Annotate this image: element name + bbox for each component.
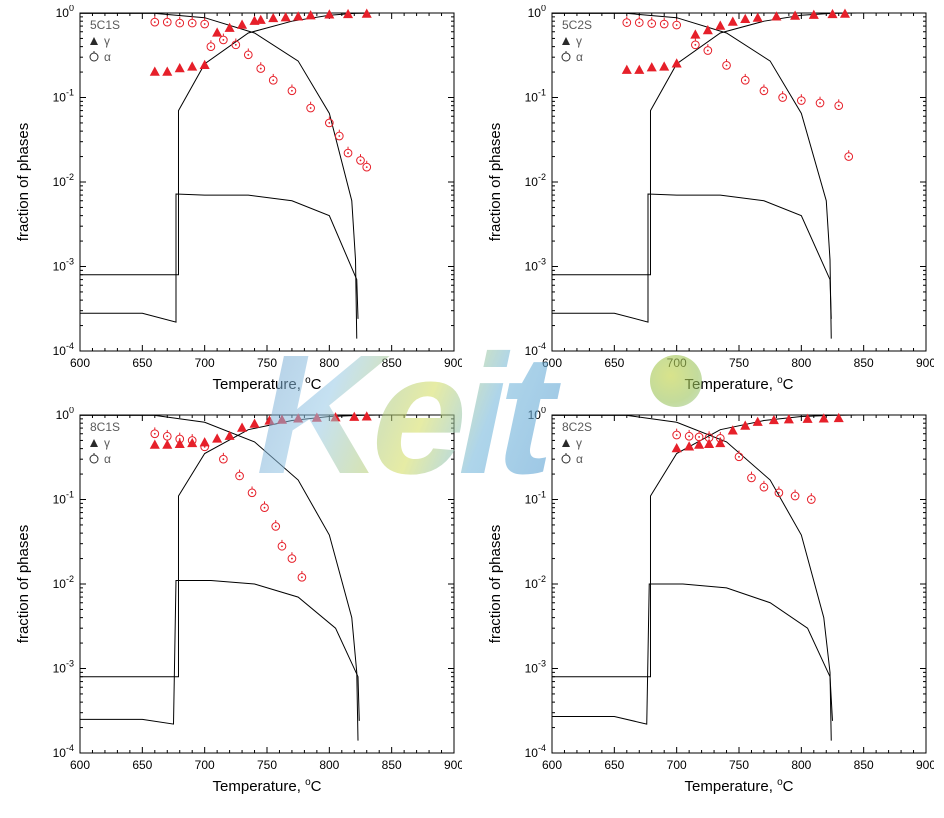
panel-8c2s: 60065070075080085090010-410-310-210-1100… (482, 407, 934, 805)
svg-text:800: 800 (791, 758, 811, 772)
svg-text:γ: γ (104, 436, 110, 450)
svg-text:γ: γ (576, 34, 582, 48)
svg-text:800: 800 (319, 758, 339, 772)
panel-grid: 60065070075080085090010-410-310-210-1100… (10, 5, 934, 805)
svg-text:100: 100 (56, 5, 74, 20)
svg-text:10-2: 10-2 (53, 172, 74, 189)
svg-text:650: 650 (604, 758, 624, 772)
svg-text:Temperature, oC: Temperature, oC (685, 777, 794, 795)
svg-text:10-2: 10-2 (525, 172, 546, 189)
svg-text:fraction of phases: fraction of phases (15, 123, 32, 241)
svg-text:650: 650 (132, 758, 152, 772)
chart-p11: 60065070075080085090010-410-310-210-1100… (482, 407, 934, 803)
svg-text:750: 750 (257, 758, 277, 772)
svg-text:800: 800 (791, 356, 811, 370)
svg-text:10-1: 10-1 (53, 88, 74, 105)
svg-text:900: 900 (444, 356, 462, 370)
svg-text:100: 100 (528, 407, 546, 422)
panel-8c1s: 60065070075080085090010-410-310-210-1100… (10, 407, 462, 805)
panel-5c2s: 60065070075080085090010-410-310-210-1100… (482, 5, 934, 403)
svg-text:5C2S: 5C2S (562, 18, 592, 32)
svg-text:600: 600 (542, 758, 562, 772)
svg-text:10-2: 10-2 (53, 574, 74, 591)
svg-text:fraction of phases: fraction of phases (487, 123, 504, 241)
panel-5c1s: 60065070075080085090010-410-310-210-1100… (10, 5, 462, 403)
svg-text:Temperature, oC: Temperature, oC (213, 375, 322, 393)
svg-text:700: 700 (667, 758, 687, 772)
svg-text:5C1S: 5C1S (90, 18, 120, 32)
svg-text:α: α (104, 50, 111, 64)
svg-text:750: 750 (729, 758, 749, 772)
chart-p00: 60065070075080085090010-410-310-210-1100… (10, 5, 462, 401)
svg-text:γ: γ (104, 34, 110, 48)
svg-text:750: 750 (729, 356, 749, 370)
svg-text:850: 850 (854, 356, 874, 370)
svg-text:100: 100 (528, 5, 546, 20)
svg-text:900: 900 (916, 356, 934, 370)
svg-text:700: 700 (195, 356, 215, 370)
svg-text:10-1: 10-1 (525, 88, 546, 105)
svg-text:600: 600 (542, 356, 562, 370)
svg-text:650: 650 (132, 356, 152, 370)
svg-text:900: 900 (916, 758, 934, 772)
svg-text:Temperature, oC: Temperature, oC (685, 375, 794, 393)
svg-text:850: 850 (854, 758, 874, 772)
svg-text:10-1: 10-1 (525, 490, 546, 507)
svg-text:Temperature, oC: Temperature, oC (213, 777, 322, 795)
svg-text:850: 850 (382, 758, 402, 772)
svg-text:700: 700 (667, 356, 687, 370)
svg-text:700: 700 (195, 758, 215, 772)
svg-text:10-1: 10-1 (53, 490, 74, 507)
svg-text:8C1S: 8C1S (90, 420, 120, 434)
svg-text:850: 850 (382, 356, 402, 370)
svg-text:α: α (576, 50, 583, 64)
svg-text:650: 650 (604, 356, 624, 370)
svg-text:10-3: 10-3 (525, 659, 546, 676)
svg-text:900: 900 (444, 758, 462, 772)
svg-text:10-2: 10-2 (525, 574, 546, 591)
svg-text:10-3: 10-3 (525, 257, 546, 274)
svg-text:800: 800 (319, 356, 339, 370)
svg-text:600: 600 (70, 356, 90, 370)
svg-text:fraction of phases: fraction of phases (15, 525, 32, 643)
chart-p10: 60065070075080085090010-410-310-210-1100… (10, 407, 462, 803)
svg-text:8C2S: 8C2S (562, 420, 592, 434)
svg-text:fraction of phases: fraction of phases (487, 525, 504, 643)
svg-text:100: 100 (56, 407, 74, 422)
svg-text:10-3: 10-3 (53, 257, 74, 274)
svg-text:750: 750 (257, 356, 277, 370)
svg-text:α: α (104, 452, 111, 466)
svg-text:α: α (576, 452, 583, 466)
svg-text:γ: γ (576, 436, 582, 450)
chart-p01: 60065070075080085090010-410-310-210-1100… (482, 5, 934, 401)
svg-text:10-3: 10-3 (53, 659, 74, 676)
svg-text:600: 600 (70, 758, 90, 772)
